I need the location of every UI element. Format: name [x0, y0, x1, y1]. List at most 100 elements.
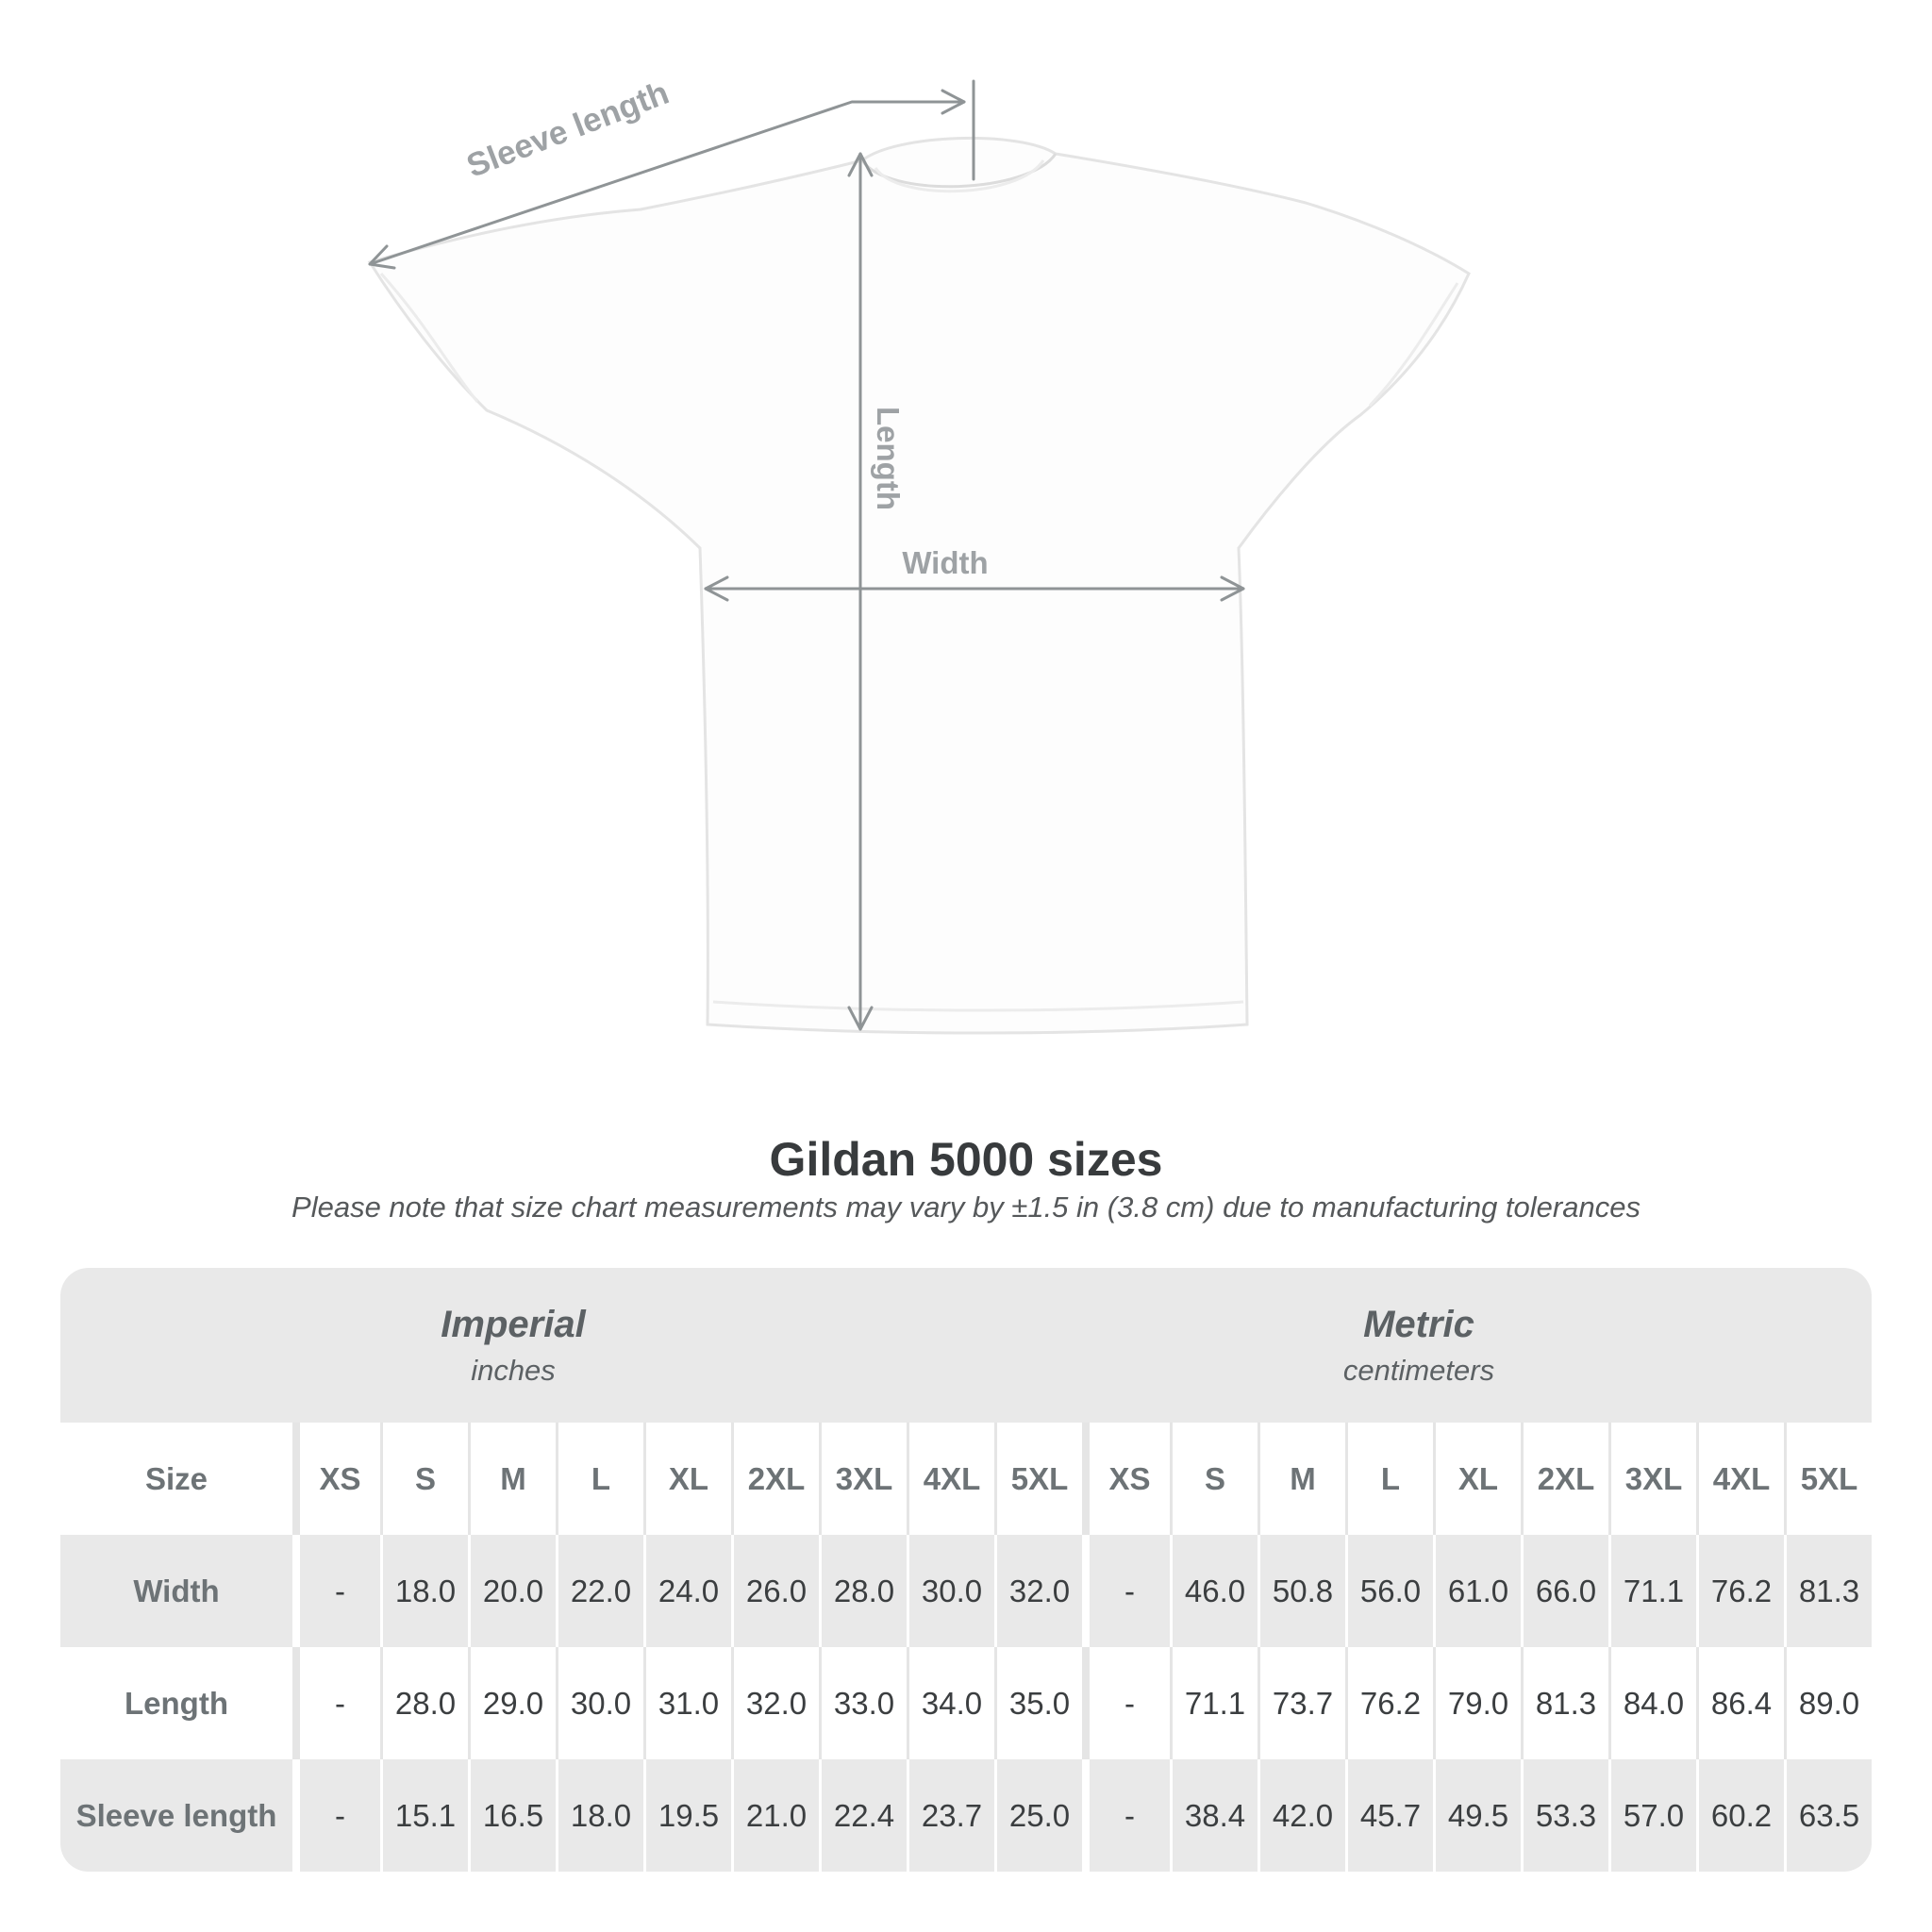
value-cell: 31.0 [643, 1647, 731, 1759]
value-cell: - [292, 1647, 380, 1759]
tshirt-measurement-diagram: Sleeve length Length Width [367, 75, 1471, 1035]
value-cell: 42.0 [1257, 1759, 1345, 1872]
size-header-cell: XL [643, 1423, 731, 1535]
size-header-cell: M [1257, 1423, 1345, 1535]
value-cell: 18.0 [380, 1535, 468, 1647]
size-header-cell: 2XL [731, 1423, 819, 1535]
size-header-cell: 3XL [1608, 1423, 1696, 1535]
value-cell: 28.0 [380, 1647, 468, 1759]
value-cell: 50.8 [1257, 1535, 1345, 1647]
value-cell: 33.0 [819, 1647, 907, 1759]
table-row-sizes: Size XS S M L XL 2XL 3XL 4XL 5XL XS S M L XL 2XL 3XL 4X… [60, 1423, 1872, 1535]
tshirt-graphic [367, 136, 1471, 1035]
metric-unit: centimeters [1342, 1353, 1495, 1387]
width-label: Width [902, 545, 988, 580]
value-cell: 25.0 [994, 1759, 1082, 1872]
value-cell: 38.4 [1170, 1759, 1257, 1872]
sleeve-length-row-label: Sleeve length [75, 1797, 277, 1833]
imperial-unit: inches [471, 1353, 556, 1387]
value-cell: 86.4 [1696, 1647, 1784, 1759]
tshirt-outline [367, 136, 1471, 1035]
size-row-label: Size [144, 1460, 208, 1496]
value-cell: 16.5 [468, 1759, 556, 1872]
size-header-cell: XS [292, 1423, 380, 1535]
cuff-seam-left [379, 273, 479, 403]
imperial-title: Imperial [441, 1303, 586, 1345]
value-cell: 19.5 [643, 1759, 731, 1872]
value-cell: 46.0 [1170, 1535, 1257, 1647]
sleeve-length-arrowhead-left [368, 244, 396, 270]
size-table: Imperial inches Metric centimeters Size … [60, 1268, 1872, 1872]
value-cell: 22.0 [556, 1535, 643, 1647]
value-cell: 23.7 [907, 1759, 994, 1872]
length-row-label: Length [125, 1685, 228, 1721]
value-cell: 71.1 [1170, 1647, 1257, 1759]
collar [860, 153, 1058, 189]
size-header-cell: 4XL [907, 1423, 994, 1535]
size-header-cell: S [380, 1423, 468, 1535]
table-row-sleeve-length: Sleeve length -15.1 16.5 18.0 19.5 21.0 22.4 2… [60, 1759, 1872, 1872]
value-cell: 21.0 [731, 1759, 819, 1872]
size-header-cell: S [1170, 1423, 1257, 1535]
collar-inner-seam [874, 159, 1045, 193]
value-cell: 61.0 [1433, 1535, 1521, 1647]
page-subtitle: Please note that size chart measurements… [291, 1191, 1641, 1224]
value-cell: 32.0 [731, 1647, 819, 1759]
value-cell: 28.0 [819, 1535, 907, 1647]
size-header-cell: L [1345, 1423, 1433, 1535]
table-row-length: Length -28.0 29.0 30.0 31.0 32.0 33.0 34.0 35.0… [60, 1647, 1872, 1759]
size-header-cell: XS [1082, 1423, 1170, 1535]
value-cell: 71.1 [1608, 1535, 1696, 1647]
value-cell: 60.2 [1696, 1759, 1784, 1872]
value-cell: 57.0 [1608, 1759, 1696, 1872]
value-cell: 81.3 [1521, 1647, 1608, 1759]
length-label: Length [871, 407, 906, 510]
value-cell: 76.2 [1696, 1535, 1784, 1647]
value-cell: 15.1 [380, 1759, 468, 1872]
value-cell: 84.0 [1608, 1647, 1696, 1759]
value-cell: 30.0 [907, 1535, 994, 1647]
value-cell: 22.4 [819, 1759, 907, 1872]
size-header-cell: 2XL [1521, 1423, 1608, 1535]
sleeve-length-line [368, 100, 966, 266]
size-header-cell: M [468, 1423, 556, 1535]
value-cell: 73.7 [1257, 1647, 1345, 1759]
value-cell: - [1082, 1647, 1170, 1759]
value-cell: 29.0 [468, 1647, 556, 1759]
table-row-width: Width -18.0 20.0 22.0 24.0 26.0 28.0 30.0 32.0 … [60, 1535, 1872, 1647]
sleeve-length-label: Sleeve length [462, 75, 675, 185]
value-cell: 32.0 [994, 1535, 1082, 1647]
value-cell: 79.0 [1433, 1647, 1521, 1759]
hem-stitch [712, 1000, 1244, 1012]
value-cell: 89.0 [1784, 1647, 1872, 1759]
width-row-label: Width [133, 1573, 220, 1608]
size-header-cell: L [556, 1423, 643, 1535]
value-cell: 30.0 [556, 1647, 643, 1759]
width-arrowhead-left [704, 575, 729, 602]
value-cell: 35.0 [994, 1647, 1082, 1759]
metric-header: Metric centimeters [966, 1268, 1872, 1423]
value-cell: 66.0 [1521, 1535, 1608, 1647]
value-cell: 18.0 [556, 1759, 643, 1872]
size-header-cell: 4XL [1696, 1423, 1784, 1535]
value-cell: 26.0 [731, 1535, 819, 1647]
size-header-cell: 3XL [819, 1423, 907, 1535]
imperial-header: Imperial inches [60, 1268, 966, 1423]
sleeve-length-arrowhead-right [941, 89, 966, 115]
cuff-seam-right [1368, 282, 1459, 408]
width-measure: Width [704, 545, 1245, 602]
length-measure: Length [847, 152, 906, 1031]
value-cell: 56.0 [1345, 1535, 1433, 1647]
value-cell: 49.5 [1433, 1759, 1521, 1872]
value-cell: 34.0 [907, 1647, 994, 1759]
size-header-cell: 5XL [1784, 1423, 1872, 1535]
value-cell: - [292, 1535, 380, 1647]
value-cell: 76.2 [1345, 1647, 1433, 1759]
value-cell: 24.0 [643, 1535, 731, 1647]
unit-header-band: Imperial inches Metric centimeters [60, 1268, 1872, 1423]
width-arrowhead-right [1220, 575, 1245, 602]
length-arrowhead-top [847, 152, 874, 177]
metric-title: Metric [1363, 1303, 1474, 1345]
value-cell: 53.3 [1521, 1759, 1608, 1872]
